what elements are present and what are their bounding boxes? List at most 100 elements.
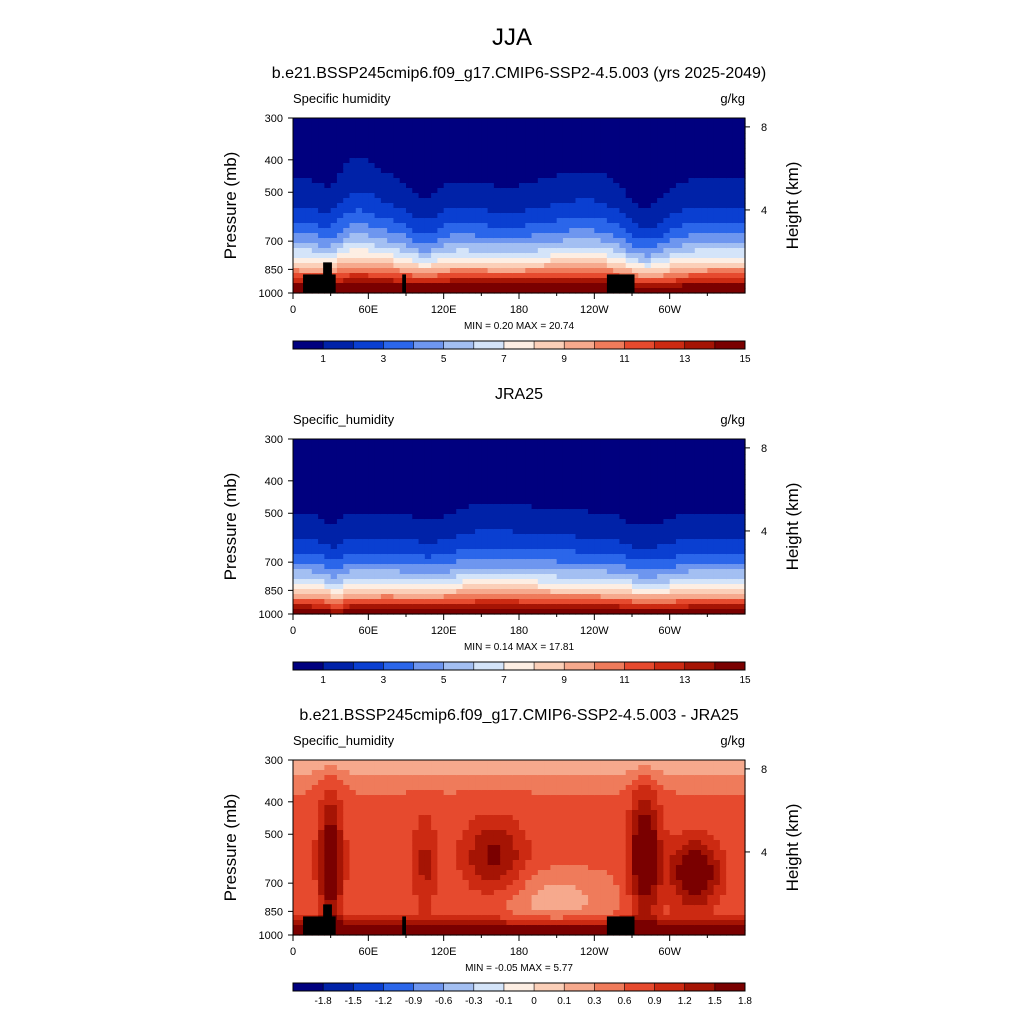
field-cell (493, 203, 501, 209)
field-cell (318, 143, 325, 149)
field-cell (468, 599, 476, 605)
field-cell (468, 178, 476, 184)
field-cell (500, 153, 508, 159)
field-cell (456, 263, 464, 269)
field-cell (713, 278, 721, 284)
field-cell (481, 504, 489, 510)
field-cell (581, 118, 589, 124)
field-cell (424, 278, 432, 284)
field-cell (449, 118, 457, 124)
field-cell (406, 263, 413, 269)
field-cell (519, 158, 526, 164)
field-cell (512, 474, 520, 480)
field-cell (719, 188, 727, 194)
field-cell (600, 218, 608, 224)
field-cell (632, 589, 639, 595)
field-cell (374, 233, 382, 239)
field-cell (456, 474, 464, 480)
field-cell (355, 288, 363, 294)
field-cell (619, 158, 627, 164)
field-cell (512, 479, 520, 485)
field-cell (694, 494, 702, 500)
field-cell (343, 589, 351, 595)
field-cell (481, 489, 489, 495)
field-cell (500, 213, 508, 219)
field-cell (600, 283, 608, 289)
field-cell (701, 609, 708, 615)
field-cell (449, 128, 457, 134)
field-cell (336, 283, 344, 289)
field-cell (562, 188, 570, 194)
field-cell (663, 118, 671, 124)
field-cell (519, 559, 526, 565)
field-cell (393, 198, 401, 204)
field-cell (556, 178, 564, 184)
field-cell (575, 549, 583, 555)
field-cell (424, 153, 432, 159)
field-cell (588, 444, 595, 450)
field-cell (682, 198, 690, 204)
field-cell (393, 599, 401, 605)
field-cell (399, 599, 407, 605)
field-cell (336, 584, 344, 590)
field-cell (663, 168, 671, 174)
field-cell (669, 223, 677, 229)
field-cell (606, 128, 614, 134)
field-cell (562, 283, 570, 289)
field-cell (449, 288, 457, 294)
field-cell (318, 183, 325, 189)
field-cell (556, 263, 564, 269)
field-cell (299, 263, 307, 269)
field-cell (412, 459, 420, 465)
field-cell (738, 163, 746, 169)
field-cell (462, 449, 470, 455)
field-cell (493, 218, 501, 224)
field-cell (512, 273, 520, 279)
field-cell (412, 248, 420, 254)
field-cell (575, 198, 583, 204)
field-cell (462, 534, 470, 540)
field-cell (719, 193, 727, 199)
field-cell (387, 268, 395, 274)
field-cell (456, 559, 464, 565)
field-cell (606, 153, 614, 159)
field-cell (619, 529, 627, 535)
field-cell (431, 258, 438, 264)
field-cell (418, 218, 426, 224)
field-cell (324, 504, 332, 510)
field-cell (506, 599, 514, 605)
field-cell (675, 198, 683, 204)
field-cell (594, 193, 602, 199)
field-cell (374, 499, 382, 505)
field-cell (544, 188, 551, 194)
field-cell (368, 524, 376, 530)
field-cell (675, 263, 683, 269)
field-cell (487, 439, 495, 445)
field-cell (374, 178, 382, 184)
field-cell (613, 218, 621, 224)
field-cell (362, 509, 369, 515)
field-cell (531, 143, 539, 149)
field-cell (669, 444, 677, 450)
field-cell (519, 599, 526, 605)
field-cell (550, 494, 558, 500)
field-cell (525, 138, 533, 144)
field-cell (406, 449, 413, 455)
field-cell (493, 499, 501, 505)
field-cell (613, 198, 621, 204)
field-cell (368, 248, 376, 254)
field-cell (581, 288, 589, 294)
field-cell (418, 268, 426, 274)
field-cell (663, 439, 671, 445)
field-cell (456, 514, 464, 520)
field-cell (550, 263, 558, 269)
field-cell (713, 529, 721, 535)
field-cell (650, 223, 658, 229)
field-cell (600, 524, 608, 530)
field-cell (638, 604, 646, 610)
field-cell (493, 188, 501, 194)
field-cell (694, 474, 702, 480)
field-cell (431, 133, 438, 139)
field-cell (362, 604, 369, 610)
field-cell (594, 544, 602, 550)
